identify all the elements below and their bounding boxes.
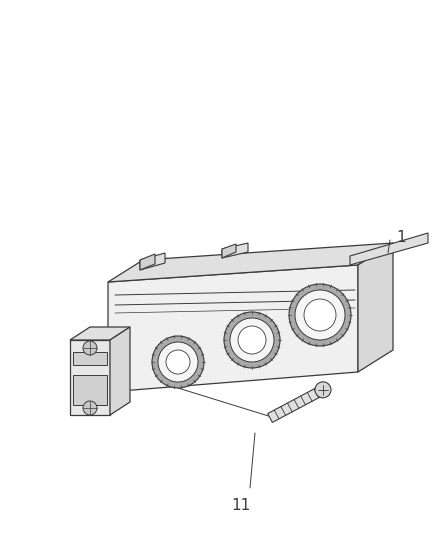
Text: 11: 11 — [231, 498, 251, 513]
Polygon shape — [140, 253, 165, 270]
Circle shape — [315, 382, 331, 398]
Polygon shape — [108, 265, 358, 392]
Circle shape — [158, 342, 198, 382]
Polygon shape — [358, 243, 393, 372]
Circle shape — [304, 299, 336, 331]
Circle shape — [83, 341, 97, 355]
Text: 1: 1 — [396, 230, 406, 246]
Circle shape — [152, 336, 204, 388]
Circle shape — [83, 401, 97, 415]
Polygon shape — [222, 243, 248, 258]
Circle shape — [166, 350, 190, 374]
Circle shape — [238, 326, 266, 354]
Polygon shape — [268, 385, 325, 423]
Polygon shape — [70, 340, 110, 415]
Polygon shape — [73, 375, 107, 405]
Circle shape — [295, 290, 345, 340]
Polygon shape — [350, 233, 428, 265]
Polygon shape — [110, 327, 130, 415]
Polygon shape — [140, 254, 155, 270]
Polygon shape — [70, 327, 130, 340]
Polygon shape — [108, 243, 393, 282]
Polygon shape — [222, 244, 236, 258]
Circle shape — [289, 284, 351, 346]
Circle shape — [230, 318, 274, 362]
Polygon shape — [73, 352, 107, 365]
Circle shape — [224, 312, 280, 368]
